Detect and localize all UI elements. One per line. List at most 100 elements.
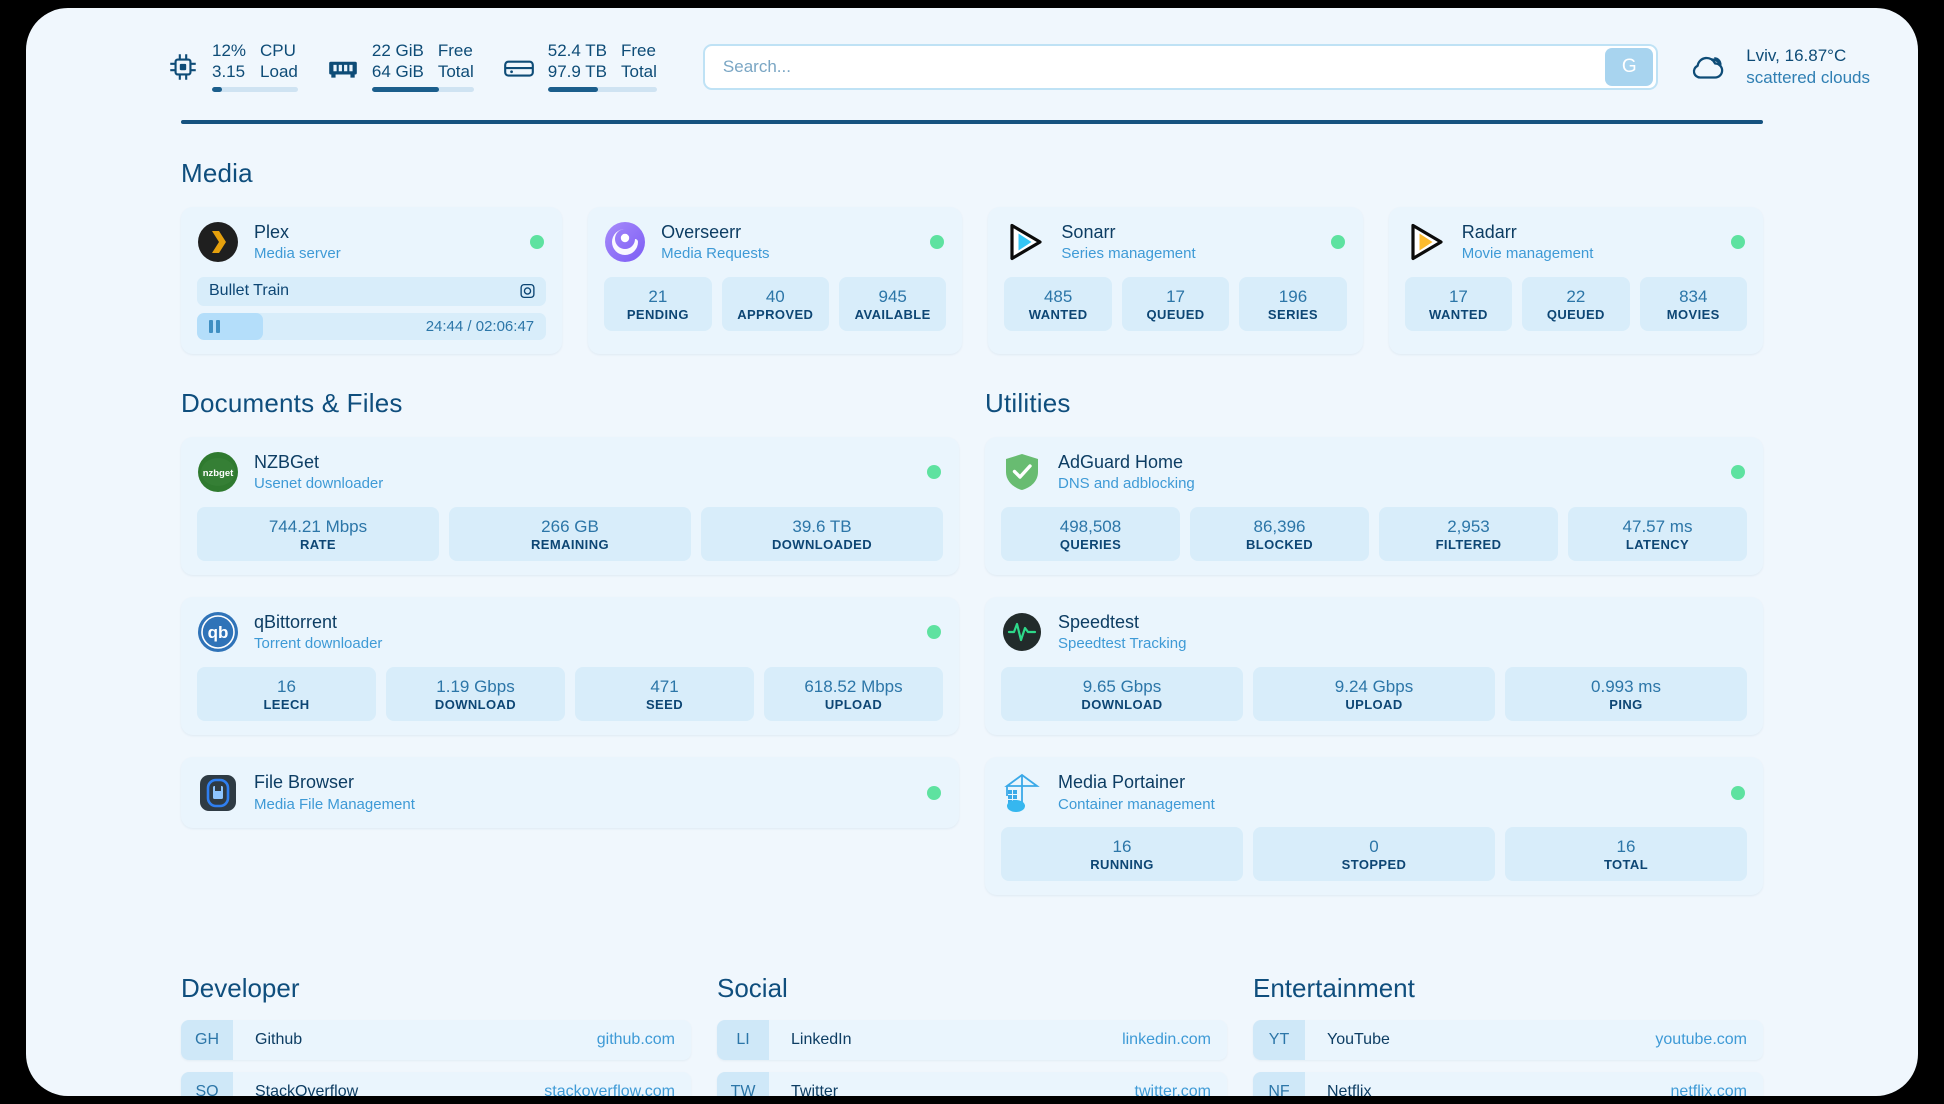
service-name: Media Portainer — [1058, 772, 1186, 793]
resource-widgets: 12% 3.15 CPU Load 22 GiB 64 GiB Free Total 52.4 … — [166, 40, 685, 95]
stat-tile[interactable]: 0 STOPPED — [1253, 827, 1495, 882]
service-description: Media Requests — [661, 245, 770, 263]
resource-value-primary: 52.4 TB — [547, 40, 607, 60]
now-playing-progress[interactable]: 24:44 / 02:06:47 — [197, 312, 547, 340]
stat-label: TOTAL — [1603, 857, 1649, 873]
search-bar[interactable]: G — [702, 44, 1659, 90]
service-card-adguard-home[interactable]: AdGuard Home DNS and adblocking 498,508 QUE… — [985, 436, 1763, 576]
service-description: DNS and adblocking — [1058, 475, 1195, 493]
stat-tile[interactable]: 945 AVAILABLE — [838, 276, 947, 332]
service-description: Movie management — [1461, 245, 1594, 263]
stat-value: 0 — [1369, 837, 1379, 857]
stat-value: 21 — [648, 286, 668, 306]
service-name: AdGuard Home — [1058, 451, 1184, 472]
dashboard-page: 12% 3.15 CPU Load 22 GiB 64 GiB Free Total 52.4 … — [26, 8, 1918, 1096]
header: 12% 3.15 CPU Load 22 GiB 64 GiB Free Total 52.4 … — [26, 8, 1918, 126]
resource-label-primary: Free — [437, 40, 473, 60]
documents-card-column: nzbget NZBGet Usenet downloader 744.21 Mbps… — [181, 436, 959, 829]
status-indicator-online — [530, 235, 545, 250]
stat-tile[interactable]: 0.993 ms PING — [1505, 666, 1747, 722]
bookmark-item[interactable]: TW Twitter twitter.com — [717, 1072, 1227, 1096]
service-card-nzbget[interactable]: nzbget NZBGet Usenet downloader 744.21 Mbps… — [181, 436, 959, 576]
resource-cpu: 12% 3.15 CPU Load — [166, 40, 298, 95]
stat-tile[interactable]: 618.52 Mbps UPLOAD — [764, 666, 943, 722]
stat-tile[interactable]: 9.65 Gbps DOWNLOAD — [1001, 666, 1243, 722]
stat-value: 2,953 — [1447, 516, 1490, 536]
stat-label: PENDING — [626, 307, 689, 323]
stat-label: SERIES — [1267, 307, 1319, 323]
stat-tile[interactable]: 47.57 ms LATENCY — [1568, 506, 1747, 562]
service-card-media-portainer[interactable]: Media Portainer Container management 16 RUN… — [985, 757, 1763, 896]
stat-tile[interactable]: 2,953 FILTERED — [1379, 506, 1558, 562]
bookmark-url: github.com — [596, 1031, 675, 1049]
stat-tile[interactable]: 834 MOVIES — [1639, 276, 1747, 332]
stat-value: 22 — [1566, 286, 1586, 306]
service-card-qbittorrent[interactable]: qb qBittorrent Torrent downloader 16 LEECH 1.… — [181, 597, 959, 736]
stat-tile[interactable]: 16 LEECH — [197, 666, 376, 722]
stat-tiles: 16 RUNNING 0 STOPPED 16 TOTAL — [1001, 827, 1747, 882]
stat-tile[interactable]: 16 RUNNING — [1001, 827, 1243, 882]
stat-tile[interactable]: 86,396 BLOCKED — [1190, 506, 1369, 562]
bookmark-url: stackoverflow.com — [544, 1083, 675, 1096]
bookmark-abbr: TW — [717, 1072, 769, 1096]
pause-icon[interactable] — [209, 319, 220, 333]
card-header: Overseerr Media Requests — [604, 221, 946, 264]
stat-tile[interactable]: 39.6 TB DOWNLOADED — [701, 506, 943, 562]
radarr-icon — [1405, 221, 1447, 263]
stat-label: FILTERED — [1435, 537, 1502, 553]
service-card-overseerr[interactable]: Overseerr Media Requests 21 PENDING 40 APPROV… — [588, 207, 963, 354]
stat-tiles: 21 PENDING 40 APPROVED 945 AVAILABLE — [604, 276, 947, 332]
cast-icon[interactable] — [519, 283, 536, 300]
resource-progress-bar — [547, 87, 657, 93]
stat-tile[interactable]: 21 PENDING — [604, 276, 712, 332]
stat-tile[interactable]: 196 SERIES — [1239, 276, 1347, 332]
stat-tile[interactable]: 485 WANTED — [1004, 276, 1112, 332]
service-name: NZBGet — [254, 451, 320, 472]
stat-tile[interactable]: 471 SEED — [575, 666, 754, 722]
stat-tile[interactable]: 1.19 Gbps DOWNLOAD — [386, 666, 565, 722]
service-name: Radarr — [1461, 222, 1517, 242]
bookmark-item[interactable]: LI LinkedIn linkedin.com — [717, 1020, 1227, 1061]
stat-tile[interactable]: 17 QUEUED — [1121, 276, 1230, 332]
bookmark-name: Twitter — [791, 1083, 839, 1096]
search-provider-button[interactable]: G — [1605, 48, 1654, 86]
stat-tile[interactable]: 40 APPROVED — [721, 276, 829, 332]
stat-value: 17 — [1448, 286, 1468, 306]
stat-tile[interactable]: 498,508 QUERIES — [1001, 506, 1180, 562]
stat-value: 9.24 Gbps — [1334, 676, 1414, 696]
weather-location-temp: Lviv, 16.87°C — [1746, 45, 1847, 65]
bookmark-name: Netflix — [1327, 1083, 1372, 1096]
stat-label: QUEUED — [1546, 307, 1605, 323]
service-card-radarr[interactable]: Radarr Movie management 17 WANTED 22 QUEUED 83… — [1388, 207, 1763, 354]
stat-tiles: 16 LEECH 1.19 Gbps DOWNLOAD 471 SEED 618.52 Mb… — [197, 666, 943, 722]
bookmark-item[interactable]: YT YouTube youtube.com — [1253, 1020, 1763, 1061]
service-card-speedtest[interactable]: Speedtest Speedtest Tracking 9.65 Gbps DOWN… — [985, 597, 1763, 736]
resource-value-secondary: 97.9 TB — [547, 62, 607, 81]
bookmark-item[interactable]: NF Netflix netflix.com — [1253, 1072, 1763, 1096]
bookmark-abbr: LI — [717, 1020, 769, 1061]
service-card-sonarr[interactable]: Sonarr Series management 485 WANTED 17 QUEUED… — [988, 207, 1363, 354]
stat-value: 834 — [1679, 286, 1708, 306]
status-indicator-online — [1731, 785, 1745, 800]
section-title-documents: Documents & Files — [181, 387, 403, 418]
stat-tile[interactable]: 744.21 Mbps RATE — [197, 506, 439, 562]
bookmark-url: linkedin.com — [1122, 1031, 1211, 1049]
search-input[interactable] — [722, 46, 1606, 88]
stat-tile[interactable]: 17 WANTED — [1404, 276, 1513, 332]
card-header: Sonarr Series management — [1004, 221, 1346, 264]
overseerr-icon — [604, 221, 646, 263]
stat-value: 0.993 ms — [1591, 676, 1661, 696]
stat-tile[interactable]: 22 QUEUED — [1522, 276, 1630, 332]
service-card-file-browser[interactable]: File Browser Media File Management — [181, 757, 959, 829]
bookmark-item[interactable]: GH Github github.com — [181, 1020, 691, 1061]
service-card-plex[interactable]: Plex Media server Bullet Train 24:44 / 02:0… — [181, 207, 563, 354]
stat-tile[interactable]: 266 GB REMAINING — [449, 506, 691, 562]
portainer-icon — [1001, 772, 1043, 814]
status-indicator-online — [927, 625, 941, 640]
stat-tile[interactable]: 16 TOTAL — [1505, 827, 1747, 882]
stat-tiles: 9.65 Gbps DOWNLOAD 9.24 Gbps UPLOAD 0.993 ms… — [1001, 666, 1747, 722]
stat-tile[interactable]: 9.24 Gbps UPLOAD — [1253, 666, 1495, 722]
bookmark-item[interactable]: SO StackOverflow stackoverflow.com — [181, 1072, 691, 1096]
stat-label: DOWNLOADED — [771, 537, 873, 553]
resource-label-secondary: Load — [260, 62, 298, 81]
